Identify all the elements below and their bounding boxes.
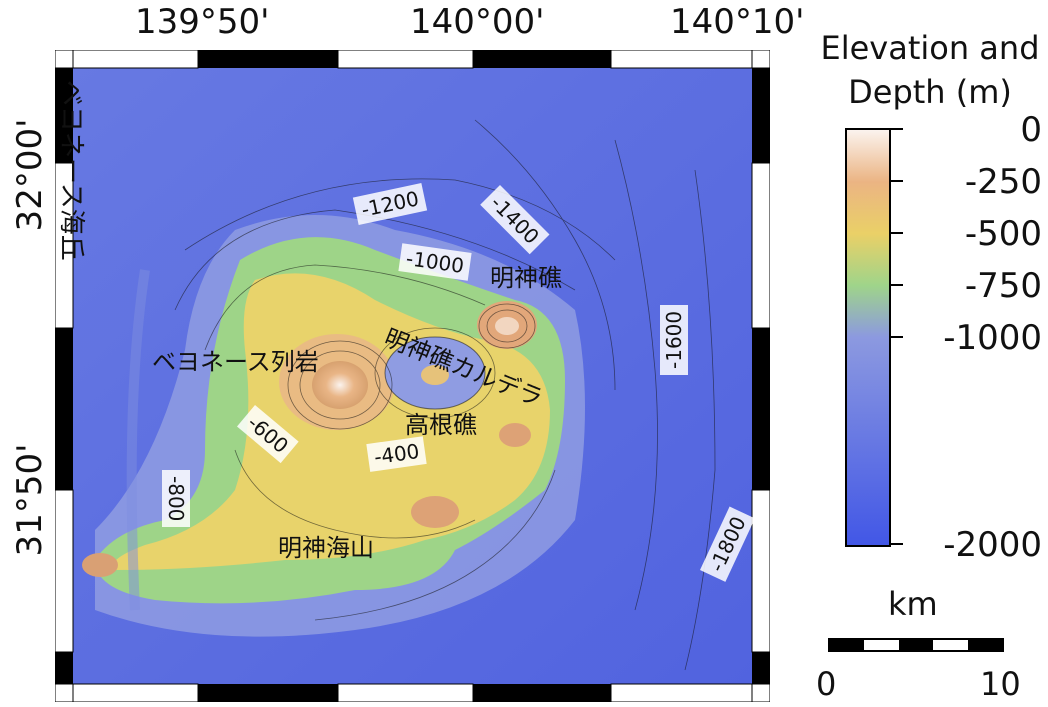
- colorbar-label-750: -750: [964, 266, 1042, 306]
- colorbar-label-1000: -1000: [943, 318, 1042, 358]
- colorbar-tick-2000: [889, 543, 903, 545]
- colorbar: [845, 128, 891, 547]
- scale-bar: [828, 638, 1004, 652]
- latitude-label-32-00: 32°00': [10, 118, 50, 232]
- western-ridge: [126, 269, 150, 611]
- colorbar-tick-500: [889, 232, 903, 234]
- depth-zone-250-east: [499, 423, 531, 447]
- bathymetry-map: [55, 50, 770, 702]
- scale-bar-end-label: 10: [980, 665, 1021, 703]
- latitude-label-31-50: 31°50': [10, 443, 50, 557]
- scale-bar-segment: [967, 640, 1003, 650]
- place-label-takane-reef: 高根礁: [405, 411, 477, 439]
- colorbar-tick-1000: [889, 336, 903, 338]
- scale-bar-start-label: 0: [816, 665, 837, 703]
- summit-beyonesu: [312, 361, 368, 409]
- contour-label-1600: -1600: [660, 304, 688, 375]
- colorbar-label-500: -500: [964, 214, 1042, 254]
- place-label-myojin-seamount: 明神海山: [278, 534, 374, 562]
- place-label-beyonesu-rocks: ベヨネース列岩: [152, 348, 319, 376]
- scale-bar-unit: km: [888, 585, 938, 623]
- contour-label-800: -800: [162, 470, 190, 528]
- place-label-beyonesu-hill: ベヨネース海丘: [56, 80, 86, 261]
- colorbar-tick-250: [889, 180, 903, 182]
- contour-lines: [174, 119, 716, 671]
- colorbar-label-250: -250: [964, 162, 1042, 202]
- scale-bar-segment: [864, 640, 899, 650]
- legend-title-line2: Depth (m): [848, 73, 1012, 111]
- map-area: [73, 68, 752, 684]
- depth-zone-250-west: [82, 553, 118, 577]
- legend-title-line1: Elevation and: [820, 29, 1040, 67]
- takane-knoll: [421, 365, 449, 385]
- colorbar-tick-750: [889, 284, 903, 286]
- summit-myojin: [495, 317, 519, 335]
- longitude-label-139-50: 139°50': [135, 2, 270, 42]
- place-label-myojin-reef: 明神礁: [490, 264, 562, 292]
- scale-bar-segment: [933, 640, 968, 650]
- scale-bar-segment: [830, 640, 865, 650]
- longitude-label-140-10: 140°10': [670, 2, 805, 42]
- colorbar-label-2000: -2000: [943, 525, 1042, 565]
- scale-bar-segment: [898, 640, 934, 650]
- colorbar-tick-0: [889, 128, 903, 130]
- depth-zone-250-south: [411, 496, 459, 528]
- frame-ticks: [55, 50, 770, 702]
- caldera-rim-contour: [384, 336, 486, 410]
- longitude-label-140-00: 140°00': [410, 2, 545, 42]
- colorbar-label-0: 0: [1020, 110, 1042, 150]
